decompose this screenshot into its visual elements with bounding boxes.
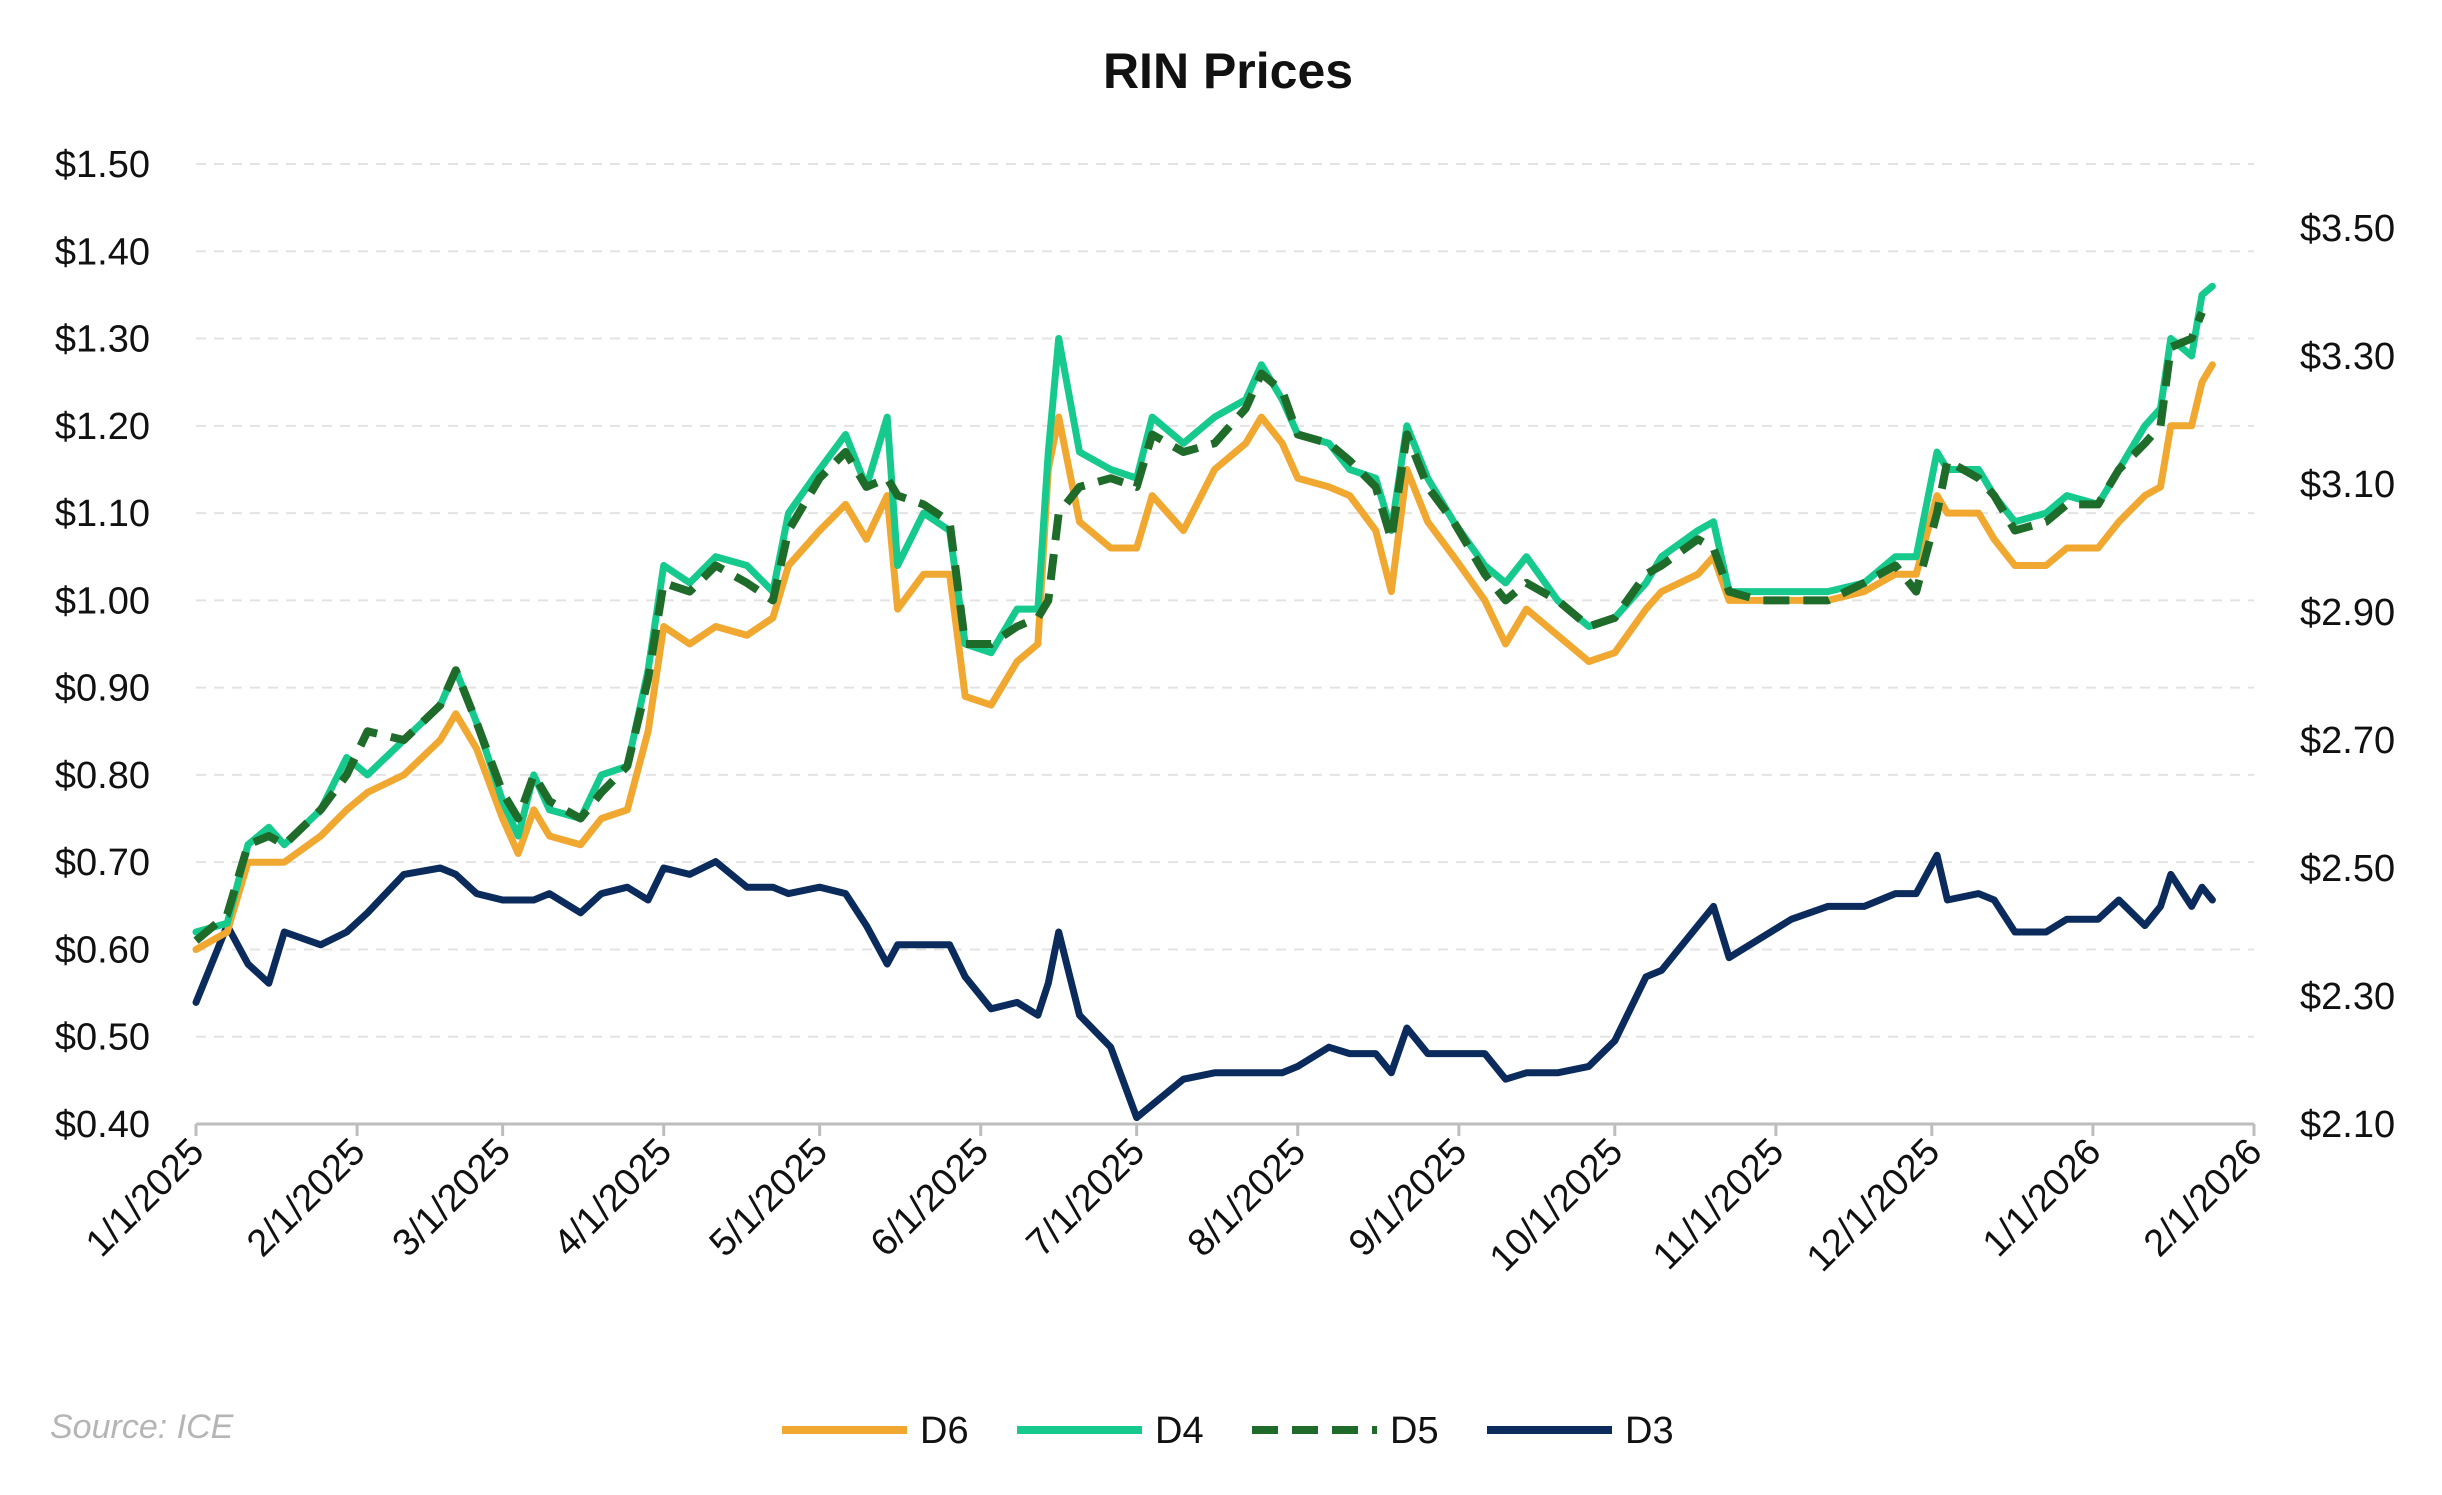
y-right-tick-label: $3.10 bbox=[2300, 464, 2395, 506]
legend-item-d5: D5 bbox=[1252, 1410, 1439, 1452]
series-line-d5 bbox=[193, 310, 2206, 944]
y-left-tick-label: $1.10 bbox=[55, 493, 150, 535]
x-tick-label: 1/1/2026 bbox=[1975, 1131, 2109, 1265]
x-tick-label: 11/1/2025 bbox=[1645, 1131, 1792, 1278]
x-tick-label: 1/1/2025 bbox=[78, 1131, 212, 1265]
legend-item-d6: D6 bbox=[782, 1410, 969, 1452]
series-line-d3 bbox=[192, 851, 2216, 1122]
y-left-tick-label: $0.80 bbox=[55, 755, 150, 797]
legend-label: D3 bbox=[1625, 1410, 1674, 1452]
x-tick-label: 2/1/2026 bbox=[2136, 1131, 2270, 1265]
y-left-tick-label: $0.50 bbox=[55, 1017, 150, 1059]
y-left-tick-label: $1.50 bbox=[55, 144, 150, 186]
legend-item-d4: D4 bbox=[1017, 1410, 1204, 1452]
y-right-tick-label: $2.90 bbox=[2300, 592, 2395, 634]
x-tick-label: 5/1/2025 bbox=[702, 1131, 836, 1265]
axes: $0.40 $0.50 $0.60 $0.70 $0.80 $0.90 $1.00 $1.10… bbox=[55, 144, 2395, 1280]
legend-item-d3: D3 bbox=[1487, 1410, 1674, 1452]
y-left-tick-label: $1.40 bbox=[55, 231, 150, 273]
series-line-d6 bbox=[192, 361, 2216, 953]
x-tick-label: 10/1/2025 bbox=[1482, 1131, 1631, 1280]
chart-title: RIN Prices bbox=[1103, 43, 1353, 99]
y-right-tick-label: $3.30 bbox=[2300, 336, 2395, 378]
x-tick-label: 7/1/2025 bbox=[1019, 1131, 1153, 1265]
legend-label: D6 bbox=[920, 1410, 969, 1452]
x-tick-label: 2/1/2025 bbox=[239, 1131, 373, 1265]
y-right-tick-label: $2.50 bbox=[2300, 848, 2395, 890]
series-lines bbox=[192, 282, 2216, 1122]
y-left-tick-label: $1.30 bbox=[55, 319, 150, 361]
x-tick-label: 12/1/2025 bbox=[1799, 1131, 1948, 1280]
x-tick-label: 3/1/2025 bbox=[385, 1131, 519, 1265]
y-left-tick-label: $1.00 bbox=[55, 580, 150, 622]
x-tick-label: 8/1/2025 bbox=[1180, 1131, 1314, 1265]
gridlines bbox=[196, 163, 2254, 1038]
y-right-tick-label: $3.50 bbox=[2300, 208, 2395, 250]
y-left-tick-label: $0.70 bbox=[55, 842, 150, 884]
y-left-tick-label: $0.90 bbox=[55, 668, 150, 710]
y-right-tick-label: $2.10 bbox=[2300, 1104, 2395, 1146]
y-left-tick-label: $0.60 bbox=[55, 929, 150, 971]
y-left-tick-label: $0.40 bbox=[55, 1104, 150, 1146]
legend-label: D5 bbox=[1390, 1410, 1439, 1452]
legend: D6 D4 D5 D3 bbox=[782, 1410, 1674, 1452]
y-right-tick-label: $2.30 bbox=[2300, 976, 2395, 1018]
x-tick-label: 4/1/2025 bbox=[546, 1131, 680, 1265]
x-tick-label: 6/1/2025 bbox=[863, 1131, 997, 1265]
x-tick-label: 9/1/2025 bbox=[1341, 1131, 1475, 1265]
y-right-tick-label: $2.70 bbox=[2300, 720, 2395, 762]
series-line-d4 bbox=[192, 282, 2216, 936]
source-note: Source: ICE bbox=[50, 1408, 234, 1446]
legend-label: D4 bbox=[1155, 1410, 1204, 1452]
y-left-tick-label: $1.20 bbox=[55, 406, 150, 448]
